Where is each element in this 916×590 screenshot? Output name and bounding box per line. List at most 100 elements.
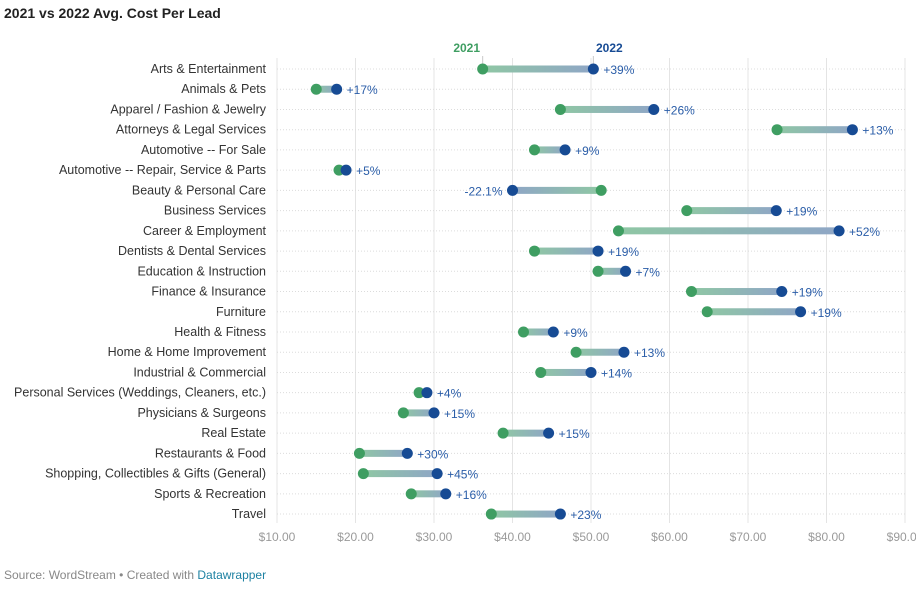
change-label: +23% bbox=[570, 508, 601, 522]
change-label: +17% bbox=[347, 83, 378, 97]
change-label: -22.1% bbox=[464, 184, 502, 198]
dot-2021 bbox=[612, 225, 624, 237]
category-label: Dentists & Dental Services bbox=[118, 244, 266, 258]
category-label: Finance & Insurance bbox=[151, 285, 266, 299]
range-bar bbox=[691, 288, 782, 296]
datawrapper-link[interactable]: Datawrapper bbox=[197, 568, 267, 582]
dot-2022 bbox=[585, 366, 597, 378]
dot-2021 bbox=[477, 63, 489, 75]
data-row: Industrial & Commercial +14% bbox=[133, 365, 905, 380]
change-label: +19% bbox=[792, 286, 823, 300]
change-label: +13% bbox=[634, 346, 665, 360]
change-label: +15% bbox=[559, 427, 590, 441]
data-row: Attorneys & Legal Services +13% bbox=[116, 123, 905, 138]
dot-2022 bbox=[401, 447, 413, 459]
range-bar bbox=[618, 227, 840, 235]
change-label: +19% bbox=[608, 245, 639, 259]
change-label: +7% bbox=[636, 265, 661, 279]
x-tick-label: $20.00 bbox=[337, 530, 374, 544]
range-bar bbox=[576, 348, 624, 356]
category-label: Automotive -- For Sale bbox=[141, 143, 266, 157]
range-bar bbox=[534, 146, 566, 154]
range-bar bbox=[359, 449, 408, 457]
change-label: +19% bbox=[786, 205, 817, 219]
category-label: Travel bbox=[232, 507, 266, 521]
range-bar bbox=[534, 247, 599, 255]
data-row: Furniture +19% bbox=[216, 305, 905, 320]
dot-2022 bbox=[331, 83, 343, 95]
dot-2021 bbox=[485, 508, 497, 520]
range-bar bbox=[686, 207, 777, 215]
change-label: +9% bbox=[575, 144, 600, 158]
category-label: Real Estate bbox=[201, 426, 266, 440]
dot-2021 bbox=[528, 245, 540, 257]
range-bar bbox=[777, 126, 853, 134]
x-tick-label: $60.00 bbox=[651, 530, 688, 544]
category-label: Furniture bbox=[216, 305, 266, 319]
dot-2021 bbox=[592, 265, 604, 277]
dot-2022 bbox=[592, 245, 604, 257]
dot-2021 bbox=[685, 286, 697, 298]
data-row: Apparel / Fashion & Jewelry +26% bbox=[110, 102, 905, 117]
category-label: Career & Employment bbox=[143, 224, 266, 238]
chart-title: 2021 vs 2022 Avg. Cost Per Lead bbox=[4, 5, 221, 21]
dot-2021 bbox=[405, 488, 417, 500]
x-tick-label: $50.00 bbox=[573, 530, 610, 544]
legend-2021: 2021 bbox=[453, 41, 480, 55]
change-label: +45% bbox=[447, 468, 478, 482]
category-label: Apparel / Fashion & Jewelry bbox=[110, 102, 266, 116]
data-row: Physicians & Surgeons +15% bbox=[137, 406, 905, 421]
range-bar bbox=[512, 186, 602, 194]
change-label: +13% bbox=[862, 124, 893, 138]
category-label: Arts & Entertainment bbox=[151, 62, 267, 76]
dot-2022 bbox=[421, 387, 433, 399]
dot-2021 bbox=[535, 366, 547, 378]
category-label: Industrial & Commercial bbox=[133, 365, 266, 379]
dot-2022 bbox=[587, 63, 599, 75]
dot-2021 bbox=[413, 387, 425, 399]
dot-2022 bbox=[776, 286, 788, 298]
category-label: Shopping, Collectibles & Gifts (General) bbox=[45, 467, 266, 481]
range-bar bbox=[363, 470, 438, 478]
dot-2022 bbox=[428, 407, 440, 419]
dot-2022 bbox=[618, 346, 630, 358]
data-row: Real Estate +15% bbox=[201, 426, 905, 441]
dot-range-chart: 2021 2022 Arts & Entertainment +39% Animals… bbox=[14, 41, 916, 544]
category-label: Education & Instruction bbox=[137, 264, 266, 278]
dot-2022 bbox=[648, 103, 660, 115]
range-bar bbox=[482, 65, 594, 73]
range-bar bbox=[560, 105, 654, 113]
dot-2021 bbox=[517, 326, 529, 338]
data-row: Education & Instruction +7% bbox=[137, 264, 905, 279]
dot-2021 bbox=[357, 468, 369, 480]
dot-2021 bbox=[701, 306, 713, 318]
data-row: Beauty & Personal Care -22.1% bbox=[132, 183, 905, 198]
change-label: +30% bbox=[417, 447, 448, 461]
category-label: Sports & Recreation bbox=[154, 487, 266, 501]
range-bar bbox=[503, 429, 549, 437]
change-label: +15% bbox=[444, 407, 475, 421]
data-row: Business Services +19% bbox=[164, 204, 905, 219]
range-bar bbox=[316, 85, 337, 93]
dot-2022 bbox=[543, 427, 555, 439]
data-row: Home & Home Improvement +13% bbox=[108, 345, 905, 360]
change-label: +9% bbox=[563, 326, 588, 340]
data-row: Finance & Insurance +19% bbox=[151, 285, 905, 300]
change-label: +5% bbox=[356, 164, 381, 178]
range-bar bbox=[707, 308, 801, 316]
dot-2022 bbox=[559, 144, 571, 156]
dot-2021 bbox=[595, 184, 607, 196]
data-row: Shopping, Collectibles & Gifts (General)… bbox=[45, 467, 905, 482]
change-label: +26% bbox=[664, 103, 695, 117]
dot-2021 bbox=[310, 83, 322, 95]
dot-2021 bbox=[353, 447, 365, 459]
x-tick-label: $80.00 bbox=[808, 530, 845, 544]
dot-2022 bbox=[431, 468, 443, 480]
data-row: Personal Services (Weddings, Cleaners, e… bbox=[14, 386, 905, 401]
category-label: Home & Home Improvement bbox=[108, 345, 267, 359]
data-row: Sports & Recreation +16% bbox=[154, 487, 905, 502]
dot-2022 bbox=[440, 488, 452, 500]
dot-2022 bbox=[833, 225, 845, 237]
change-label: +14% bbox=[601, 366, 632, 380]
source-text: Source: WordStream • Created with bbox=[4, 568, 198, 582]
